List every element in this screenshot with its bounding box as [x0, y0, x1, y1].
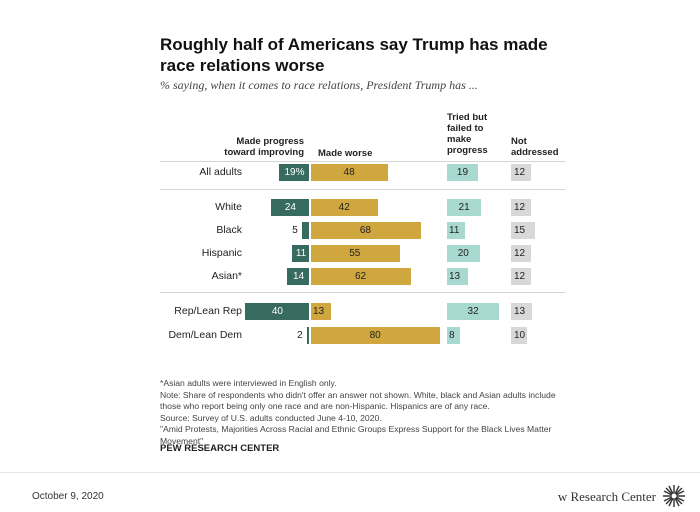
chart-notes: *Asian adults were interviewed in Englis… — [160, 378, 560, 448]
bar-progress-hispanic — [292, 245, 310, 262]
value-not-addressed-dem-lean-dem: 10 — [514, 330, 526, 341]
bar-worse-asian — [310, 268, 412, 285]
value-worse-white: 42 — [338, 202, 350, 213]
chart-card — [140, 18, 560, 468]
bar-worse-black — [310, 222, 421, 239]
header-progress: Made progress toward improving — [224, 136, 304, 158]
bar-tried-dem-lean-dem — [447, 327, 461, 344]
bar-divider-hispanic — [309, 245, 311, 262]
bar-worse-dem-lean-dem — [310, 327, 441, 344]
value-worse-dem-lean-dem: 80 — [369, 330, 381, 341]
row-label-asian: Asian* — [211, 270, 242, 282]
footer-brand: w Research Center — [557, 489, 656, 504]
bar-progress-rep-lean-rep — [244, 303, 310, 320]
footer-date: October 9, 2020 — [32, 491, 104, 502]
value-progress-black: 5 — [292, 225, 298, 236]
row-label-black: Black — [216, 224, 242, 236]
value-tried-dem-lean-dem: 8 — [449, 330, 455, 341]
group-separator-1 — [160, 189, 565, 190]
value-progress-asian: 14 — [293, 271, 305, 282]
bar-tried-rep-lean-rep — [447, 303, 500, 320]
value-progress-hispanic: 11 — [295, 248, 307, 259]
value-worse-black: 68 — [359, 225, 371, 236]
bar-divider-all-adults — [309, 164, 311, 181]
value-tried-asian: 13 — [449, 271, 461, 282]
value-not-addressed-all-adults: 12 — [514, 167, 526, 178]
note-share: Note: Share of respondents who didn't of… — [160, 389, 556, 412]
bar-tried-hispanic — [447, 245, 480, 262]
bar-tried-black — [447, 222, 465, 239]
value-tried-black: 11 — [449, 225, 460, 236]
chart-title: Roughly half of Americans say Trump has … — [160, 35, 548, 75]
bar-divider-asian — [309, 268, 311, 285]
bar-not-addressed-white — [511, 199, 531, 216]
value-not-addressed-rep-lean-rep: 13 — [514, 306, 526, 317]
value-progress-rep-lean-rep: 40 — [271, 306, 283, 317]
value-worse-all-adults: 48 — [343, 167, 355, 178]
presentation-footer: October 9, 2020 w Research Center — [0, 472, 700, 512]
note-report-title: "Amid Protests, Majorities Across Racial… — [160, 424, 552, 446]
bar-progress-white — [270, 199, 310, 216]
value-worse-asian: 62 — [354, 271, 367, 282]
header-not-addressed: Not addressed — [511, 136, 559, 158]
bar-worse-hispanic — [310, 245, 400, 262]
note-source: Source: Survey of U.S. adults conducted … — [160, 412, 382, 423]
value-worse-hispanic: 55 — [349, 248, 361, 259]
value-progress-all-adults: 19% — [284, 167, 305, 178]
source-brand: PEW RESEARCH CENTER — [160, 443, 280, 454]
header-separator — [160, 161, 565, 162]
header-worse: Made worse — [318, 148, 373, 159]
bar-not-addressed-all-adults — [511, 164, 531, 181]
bar-worse-all-adults — [310, 164, 389, 181]
bar-progress-asian — [287, 268, 310, 285]
bar-progress-all-adults — [279, 164, 310, 181]
bar-not-addressed-dem-lean-dem — [511, 327, 528, 344]
bar-tried-asian — [447, 268, 469, 285]
value-progress-dem-lean-dem: 2 — [297, 330, 303, 341]
value-not-addressed-black: 15 — [514, 225, 526, 236]
header-tried: Tried but failed to make progress — [447, 112, 488, 156]
row-label-hispanic: Hispanic — [201, 247, 242, 259]
bar-progress-dem-lean-dem — [306, 327, 310, 344]
bar-tried-all-adults — [447, 164, 478, 181]
row-label-all-adults: All adults — [199, 166, 242, 178]
bar-not-addressed-asian — [511, 268, 531, 285]
bar-progress-black — [301, 222, 310, 239]
bar-divider-rep-lean-rep — [309, 303, 311, 320]
bar-divider-white — [309, 199, 311, 216]
note-asian: *Asian adults were interviewed in Englis… — [160, 378, 337, 388]
value-tried-all-adults: 19 — [456, 167, 469, 178]
bar-divider-dem-lean-dem — [309, 327, 311, 344]
bar-worse-white — [310, 199, 379, 216]
bar-not-addressed-rep-lean-rep — [511, 303, 533, 320]
value-not-addressed-asian: 12 — [514, 271, 526, 282]
value-not-addressed-hispanic: 12 — [514, 248, 526, 259]
row-label-white: White — [215, 201, 242, 213]
value-tried-white: 21 — [458, 202, 470, 213]
bar-not-addressed-hispanic — [511, 245, 531, 262]
value-tried-hispanic: 20 — [457, 248, 469, 259]
row-label-dem-lean-dem: Dem/Lean Dem — [168, 329, 242, 341]
bar-not-addressed-black — [511, 222, 536, 239]
chart-subtitle: % saying, when it comes to race relation… — [160, 78, 478, 92]
bar-tried-white — [447, 199, 482, 216]
bar-divider-black — [309, 222, 311, 239]
group-separator-2 — [160, 292, 565, 293]
value-progress-white: 24 — [284, 202, 296, 213]
value-tried-rep-lean-rep: 32 — [467, 306, 479, 317]
sunburst-logo-icon — [663, 485, 685, 507]
value-worse-rep-lean-rep: 13 — [313, 306, 325, 317]
row-label-rep-lean-rep: Rep/Lean Rep — [174, 305, 242, 317]
value-not-addressed-white: 12 — [514, 202, 526, 213]
bar-worse-rep-lean-rep — [310, 303, 332, 320]
